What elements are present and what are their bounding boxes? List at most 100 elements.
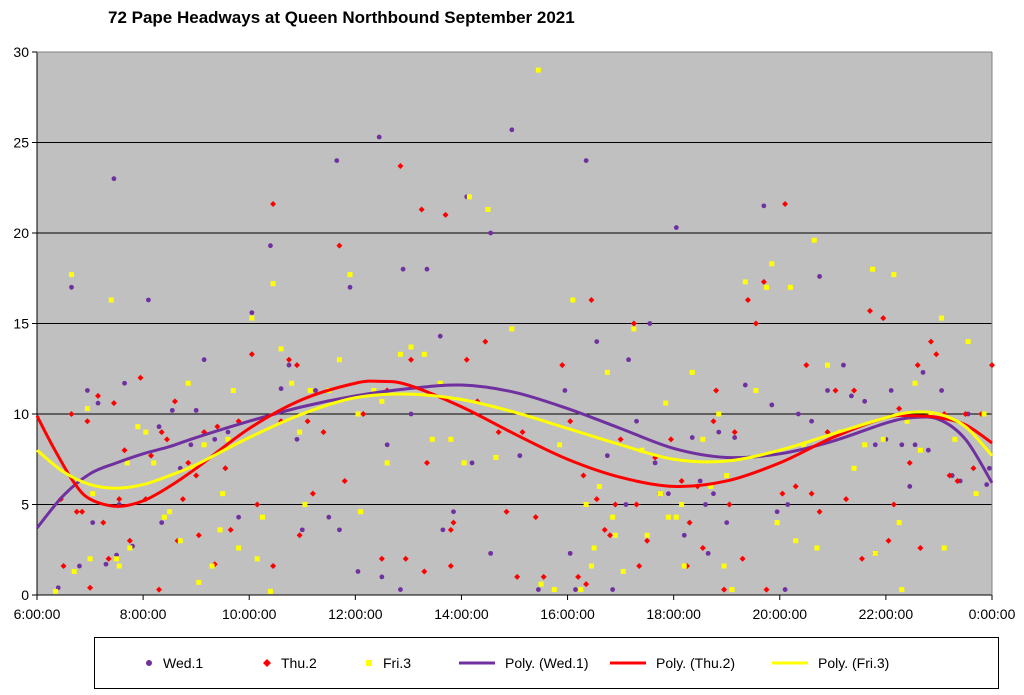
point-thu [482, 338, 489, 345]
point-wed [326, 514, 332, 520]
point-wed [95, 400, 101, 406]
y-tick-label: 20 [13, 225, 29, 241]
point-wed [925, 447, 931, 453]
legend-marker-wed [146, 660, 152, 666]
point-fri [437, 380, 443, 386]
legend-label-poly-wed: Poly. (Wed.1) [505, 655, 589, 671]
point-wed [90, 520, 96, 525]
point-fri [270, 281, 276, 287]
legend-item-thu: Thu.2 [263, 638, 317, 688]
point-thu [222, 465, 229, 472]
x-tick-label: 6:00:00 [14, 606, 61, 622]
point-thu [575, 573, 582, 580]
point-fri [116, 563, 122, 569]
point-wed [103, 561, 109, 567]
point-thu [286, 356, 293, 363]
point-fri [769, 261, 775, 267]
point-wed [146, 297, 151, 303]
point-wed [355, 569, 361, 574]
point-wed [817, 274, 822, 279]
y-tick-label: 0 [21, 587, 29, 603]
point-thu [686, 519, 693, 526]
point-thu [171, 398, 178, 405]
point-wed [604, 453, 610, 459]
point-wed [907, 484, 913, 489]
point-wed [782, 587, 788, 592]
point-thu [195, 532, 202, 539]
point-thu [341, 477, 348, 484]
point-thu [989, 362, 995, 369]
point-fri [220, 491, 226, 497]
point-thu [559, 362, 566, 369]
point-wed [278, 386, 284, 392]
point-fri [302, 502, 308, 507]
point-thu [68, 411, 75, 417]
point-fri [379, 398, 385, 404]
point-wed [294, 436, 300, 442]
point-fri [217, 527, 223, 533]
point-wed [188, 442, 194, 448]
point-fri [673, 514, 679, 520]
point-wed [825, 388, 830, 393]
legend-item-poly-thu: Poly. (Thu.2) [610, 638, 735, 688]
point-thu [148, 452, 155, 459]
point-thu [293, 362, 300, 369]
point-fri [708, 483, 714, 489]
point-thu [397, 163, 404, 170]
point-thu [721, 586, 728, 593]
point-wed [337, 527, 342, 533]
x-tick-label: 10:00:00 [222, 606, 277, 622]
point-wed [703, 502, 708, 507]
point-fri [591, 545, 597, 551]
point-fri [604, 369, 610, 375]
point-fri [928, 411, 934, 417]
point-wed [334, 158, 340, 164]
point-thu [763, 586, 770, 593]
point-thu [193, 472, 200, 479]
point-thu [519, 429, 526, 436]
point-thu [105, 555, 112, 562]
point-thu [503, 508, 510, 515]
point-thu [121, 447, 128, 454]
point-fri [509, 326, 515, 332]
point-fri [716, 411, 722, 417]
point-thu [116, 496, 123, 503]
legend-item-poly-wed: Poly. (Wed.1) [459, 638, 589, 688]
point-thu [917, 544, 924, 551]
point-fri [135, 424, 141, 430]
x-tick-label: 0:00:00 [969, 606, 1016, 622]
point-thu [447, 526, 454, 533]
x-tick-label: 18:00:00 [646, 606, 701, 622]
point-fri [267, 588, 273, 594]
point-wed [761, 203, 767, 209]
x-tick-label: 14:00:00 [434, 606, 489, 622]
point-thu [803, 362, 810, 369]
point-fri [209, 563, 215, 569]
point-thu [636, 563, 643, 570]
point-wed [376, 134, 382, 140]
point-fri [185, 380, 191, 386]
point-thu [713, 387, 720, 394]
point-thu [633, 501, 640, 508]
point-thu [309, 490, 316, 497]
point-wed [724, 520, 730, 525]
point-fri [610, 514, 616, 520]
point-thu [843, 496, 850, 503]
point-fri [764, 284, 770, 290]
point-thu [710, 418, 717, 425]
point-fri [191, 465, 197, 471]
legend-label-wed: Wed.1 [163, 655, 204, 671]
point-wed [742, 382, 748, 388]
legend-item-fri: Fri.3 [365, 638, 411, 688]
point-wed [517, 453, 523, 459]
point-fri [814, 545, 820, 551]
point-wed [610, 587, 616, 592]
point-fri [225, 436, 231, 442]
point-fri [307, 387, 313, 393]
point-wed [424, 266, 430, 272]
legend-item-wed: Wed.1 [145, 638, 203, 688]
legend-line-poly-wed [459, 661, 495, 665]
point-wed [681, 532, 687, 538]
point-wed [769, 402, 775, 408]
